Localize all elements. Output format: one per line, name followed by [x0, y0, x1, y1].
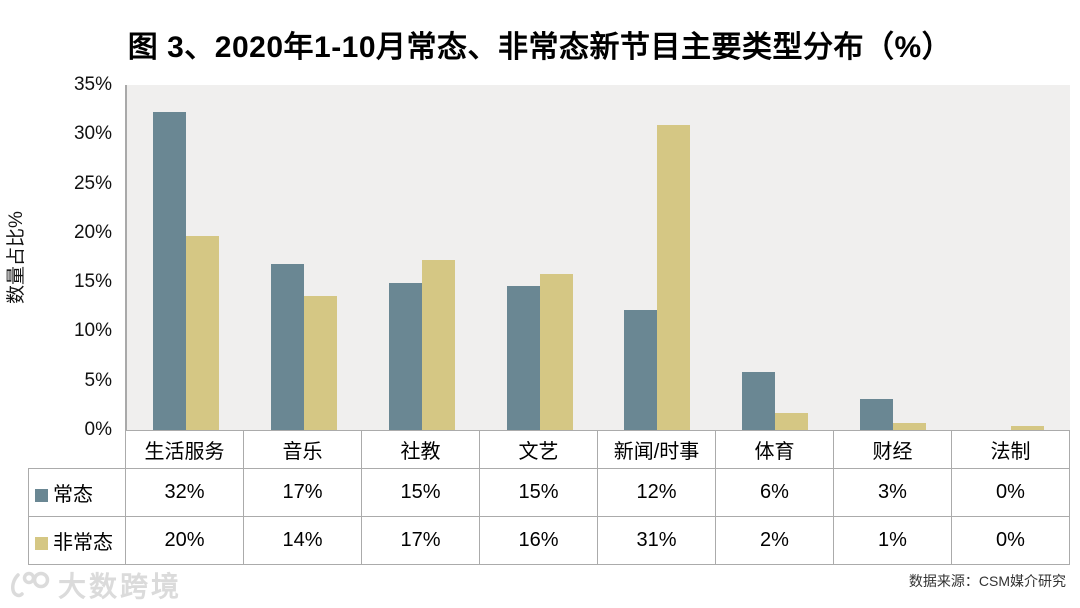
category-header-cell: 体育: [715, 430, 834, 469]
value-cell: 15%: [479, 468, 598, 517]
data-table-body: 生活服务 音乐 社教 文艺 新闻/时事 体育 财经 法制 常态 32% 17% 15% 15% 12% 6%…: [28, 430, 1070, 565]
value-cell: 17%: [361, 516, 480, 565]
value-cell: 0%: [951, 468, 1070, 517]
value-cell: 2%: [715, 516, 834, 565]
data-table: 生活服务 音乐 社教 文艺 新闻/时事 体育 财经 法制 常态 32% 17% 15% 15% 12% 6%…: [28, 430, 1070, 565]
value-cell: 31%: [597, 516, 716, 565]
value-cell: 14%: [243, 516, 362, 565]
bar-group: [127, 85, 245, 430]
table-corner-cell: [29, 431, 126, 469]
y-tick-label: 35%: [73, 74, 112, 95]
legend-cell-changtai: 常态: [28, 468, 126, 517]
y-tick-label: 30%: [73, 123, 112, 145]
legend-cell-feichangtai: 非常态: [28, 516, 126, 565]
y-tick-label: 10%: [73, 320, 112, 342]
y-tick-label: 5%: [84, 369, 112, 391]
watermark-text: 大数跨境: [58, 571, 183, 602]
category-header-cell: 法制: [951, 430, 1070, 469]
legend-label: 非常态: [53, 532, 113, 554]
value-cell: 0%: [951, 516, 1070, 565]
source-caption: 数据来源：CSM媒介研究: [908, 573, 1066, 589]
bar-changtai: [742, 371, 776, 430]
bar-feichangtai: [893, 423, 927, 430]
value-cell: 15%: [361, 468, 480, 517]
bar-group: [599, 85, 717, 430]
y-tick-label: 25%: [73, 172, 112, 194]
y-tick-label: 15%: [73, 271, 112, 293]
category-header-cell: 音乐: [243, 430, 362, 469]
bar-feichangtai: [421, 260, 455, 430]
bar-group: [245, 85, 363, 430]
category-header-cell: 新闻/时事: [597, 430, 716, 469]
bar-group: [716, 85, 834, 430]
bar-feichangtai: [185, 235, 219, 430]
value-cell: 1%: [833, 516, 952, 565]
legend-label: 常态: [53, 484, 93, 506]
bar-changtai: [624, 309, 658, 430]
table-row: 常态 32% 17% 15% 15% 12% 6% 3% 0%: [28, 468, 1070, 517]
bar-feichangtai: [303, 295, 337, 430]
legend-color-swatch-icon: [35, 489, 48, 502]
value-cell: 12%: [597, 468, 716, 517]
value-cell: 16%: [479, 516, 598, 565]
category-header-cell: 社教: [361, 430, 480, 469]
y-axis-ticks: 35% 30% 25% 20% 15% 10% 5% 0%: [0, 74, 112, 440]
y-tick-label: 20%: [73, 221, 112, 243]
bar-group: [952, 85, 1070, 430]
value-cell: 17%: [243, 468, 362, 517]
chart-title: 图 3、2020年1-10月常态、非常态新节目主要类型分布（%）: [127, 31, 953, 64]
bar-feichangtai: [657, 125, 691, 430]
bar-feichangtai: [775, 413, 809, 430]
bar-changtai: [152, 111, 186, 430]
legend-color-swatch-icon: [35, 537, 48, 550]
bar-feichangtai: [539, 274, 573, 430]
bar-group: [834, 85, 952, 430]
table-row: 非常态 20% 14% 17% 16% 31% 2% 1% 0%: [28, 516, 1070, 565]
value-cell: 6%: [715, 468, 834, 517]
category-header-cell: 文艺: [479, 430, 598, 469]
watermark: 大数跨境: [8, 566, 182, 604]
table-header-row: 生活服务 音乐 社教 文艺 新闻/时事 体育 财经 法制: [29, 430, 1070, 469]
value-cell: 20%: [125, 516, 244, 565]
bar-changtai: [860, 399, 894, 430]
bar-changtai: [388, 283, 422, 430]
bar-changtai: [270, 264, 304, 430]
bar-changtai: [506, 286, 540, 430]
value-cell: 32%: [125, 468, 244, 517]
bar-group: [481, 85, 599, 430]
plot-area: [125, 85, 1070, 430]
y-tick-label: 0%: [84, 419, 112, 440]
value-cell: 3%: [833, 468, 952, 517]
bar-group: [363, 85, 481, 430]
category-header-cell: 生活服务: [125, 430, 244, 469]
bar-feichangtai: [1011, 426, 1045, 430]
category-header-cell: 财经: [833, 430, 952, 469]
watermark-logo-icon: [11, 571, 50, 598]
